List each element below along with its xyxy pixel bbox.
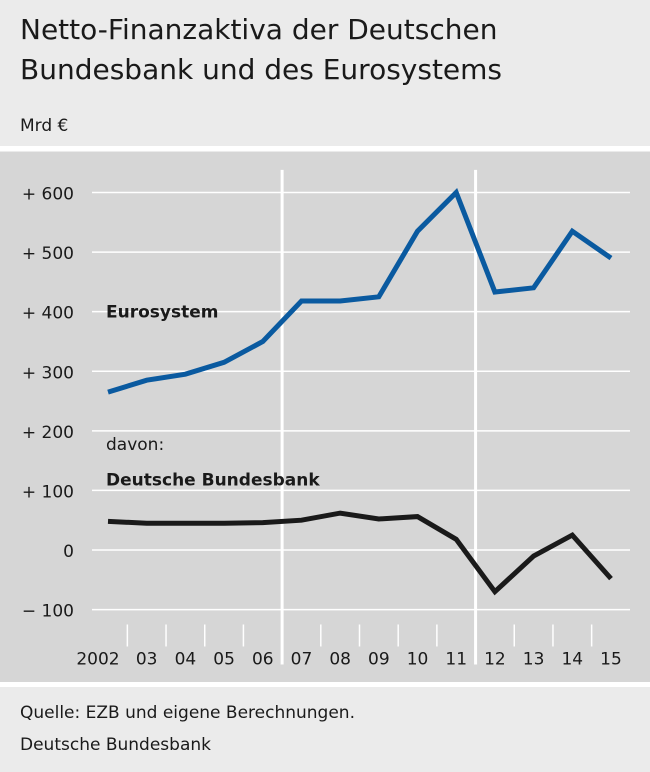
y-tick-label: + 400 — [22, 304, 74, 324]
y-tick-label: + 500 — [22, 244, 74, 264]
x-tick-label: 13 — [523, 649, 545, 669]
x-tick-label: 2002 — [76, 649, 119, 669]
y-tick-label: − 100 — [22, 602, 74, 622]
series-line — [107, 188, 613, 395]
x-tick-label: 09 — [368, 649, 390, 669]
x-tick-label: 08 — [329, 649, 351, 669]
x-tick-label: 04 — [175, 649, 197, 669]
x-axis-ticks: 2002 03 04 05 06 07 08 09 10 11 12 13 14 15 — [76, 649, 621, 669]
series-label-eurosystem: Eurosystem — [106, 303, 218, 323]
chart-title: Netto-Finanzaktiva der Deutschen Bundesb… — [20, 13, 503, 86]
y-tick-label: + 100 — [22, 482, 74, 502]
x-tick-label: 14 — [561, 649, 583, 669]
x-tick-label: 06 — [252, 649, 274, 669]
series-labels: Eurosystem davon: Deutsche Bundesbank — [106, 303, 320, 491]
y-tick-label: + 200 — [22, 423, 74, 443]
y-tick-label: + 600 — [22, 185, 74, 205]
y-tick-label: 0 — [63, 542, 74, 562]
series-label-bundesbank: Deutsche Bundesbank — [106, 471, 320, 491]
plot-background — [0, 152, 650, 682]
x-tick-label: 10 — [407, 649, 429, 669]
x-tick-label: 12 — [484, 649, 506, 669]
publisher-note: Deutsche Bundesbank — [20, 735, 211, 755]
series-lines — [107, 188, 613, 596]
footer-divider — [0, 682, 650, 687]
series-label-prefix: davon: — [106, 435, 164, 455]
source-note: Quelle: EZB und eigene Berechnungen. — [20, 703, 355, 723]
line-chart: + 600 + 500 + 400 + 300 + 200 + 100 0 − 100 200… — [0, 152, 650, 682]
x-tick-label: 03 — [136, 649, 158, 669]
y-axis-ticks: + 600 + 500 + 400 + 300 + 200 + 100 0 − 100 — [22, 185, 74, 622]
y-tick-label: + 300 — [22, 363, 74, 383]
grid — [92, 169, 630, 665]
x-tick-label: 11 — [445, 649, 467, 669]
header-divider — [0, 146, 650, 151]
x-tick-label: 07 — [291, 649, 313, 669]
x-tick-label: 05 — [213, 649, 235, 669]
series-line — [107, 510, 613, 596]
x-tick-label: 15 — [600, 649, 622, 669]
unit-label: Mrd € — [20, 116, 69, 136]
